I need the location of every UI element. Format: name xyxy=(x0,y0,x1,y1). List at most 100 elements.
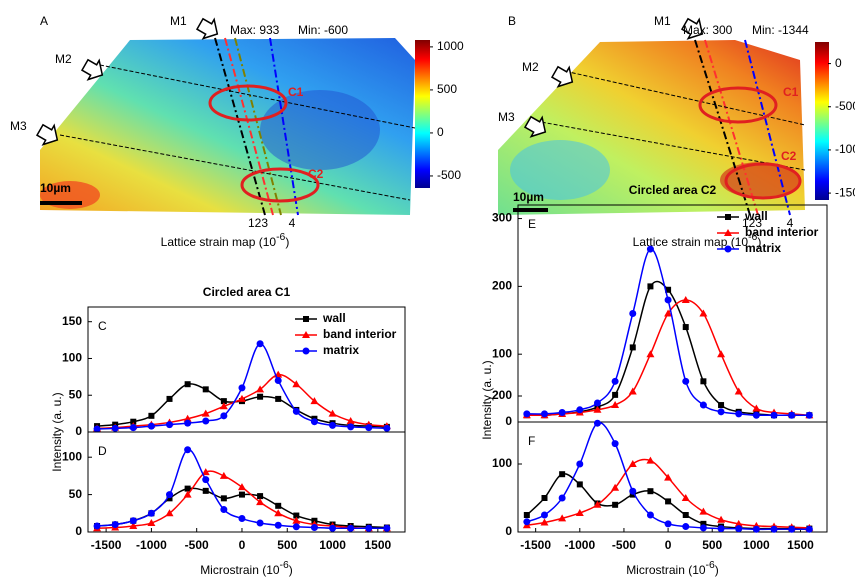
max-value: Max: 300 xyxy=(683,23,733,37)
marker-triangle xyxy=(256,385,265,393)
marker-circle xyxy=(523,410,531,418)
x-tick-label: -1500 xyxy=(91,538,122,552)
x-tick-label: 1000 xyxy=(743,538,770,552)
axis-label: Microstrain (10-6) xyxy=(200,560,293,577)
marker-triangle xyxy=(201,468,210,476)
marker-square xyxy=(665,498,672,505)
marker-circle xyxy=(93,425,101,433)
marker-square xyxy=(523,512,530,518)
marker-circle xyxy=(788,411,796,419)
label-exponent: -6 xyxy=(748,232,757,243)
marker-triangle xyxy=(628,387,637,395)
y-tick-label: 100 xyxy=(62,449,82,463)
label-end: ) xyxy=(289,563,293,577)
marker-square xyxy=(682,324,689,331)
marker-triangle xyxy=(302,331,310,338)
marker-circle xyxy=(310,524,318,532)
marker-label: M2 xyxy=(522,60,539,74)
y-tick-label: 100 xyxy=(492,456,512,470)
marker-arrow xyxy=(680,17,704,40)
panel-label: D xyxy=(98,444,107,458)
marker-square xyxy=(541,495,548,501)
min-value: Min: -1344 xyxy=(752,23,809,37)
marker-circle xyxy=(664,296,672,304)
marker-triangle xyxy=(646,350,655,358)
colorbar-tick-label: -1500 xyxy=(835,185,855,199)
colorbar-tick-label: 0 xyxy=(835,56,842,70)
plot-frame xyxy=(87,306,406,433)
marker-label: M3 xyxy=(10,119,27,133)
marker-circle xyxy=(111,521,119,529)
marker-circle xyxy=(558,409,566,417)
chart-title: Circled area C2 xyxy=(629,183,717,197)
marker-circle xyxy=(540,410,548,418)
marker-square xyxy=(166,395,173,402)
y-tick-label: 200 xyxy=(492,279,512,293)
marker-triangle xyxy=(593,500,602,508)
marker-triangle xyxy=(558,514,567,522)
colorbar-tick-label: -1000 xyxy=(835,142,855,156)
marker-arrow xyxy=(550,65,574,88)
marker-triangle xyxy=(310,397,319,405)
marker-triangle xyxy=(664,473,673,481)
marker-square xyxy=(184,381,191,388)
circle-label: C2 xyxy=(781,149,797,163)
marker-square xyxy=(257,393,264,400)
marker-triangle xyxy=(165,509,174,517)
legend-label: wall xyxy=(322,311,346,325)
marker-triangle xyxy=(129,522,138,530)
label-exponent: -6 xyxy=(280,560,289,571)
axis-label: Lattice strain map (10-6) xyxy=(633,232,762,249)
axis-label: Microstrain (10-6) xyxy=(626,560,719,577)
y-tick-label: 0 xyxy=(75,524,82,538)
circle-label: C1 xyxy=(783,85,799,99)
marker-circle xyxy=(383,424,391,432)
marker-circle xyxy=(664,520,672,528)
marker-square xyxy=(293,512,300,519)
plot-frame xyxy=(87,431,406,533)
marker-arrow xyxy=(195,17,219,40)
label-text: Lattice strain map (10 xyxy=(633,235,749,249)
marker-circle xyxy=(593,399,601,407)
y-tick-label: 50 xyxy=(69,487,83,501)
marker-circle xyxy=(724,245,732,253)
line-number: 4 xyxy=(289,216,296,230)
marker-square xyxy=(725,214,731,220)
marker-circle xyxy=(770,411,778,419)
marker-square xyxy=(576,481,583,488)
legend-label: band interior xyxy=(323,327,397,341)
marker-square xyxy=(184,485,191,492)
x-tick-label: 1500 xyxy=(364,538,391,552)
marker-square xyxy=(303,316,309,322)
marker-triangle xyxy=(328,409,337,417)
marker-square xyxy=(166,495,173,502)
marker-square xyxy=(682,512,689,518)
legend-label: matrix xyxy=(323,343,359,357)
marker-circle xyxy=(147,509,155,517)
marker-triangle xyxy=(237,483,246,491)
colorbar-tick-label: -500 xyxy=(835,99,855,113)
marker-circle xyxy=(558,494,566,502)
y-tick-label: 100 xyxy=(62,351,82,365)
marker-circle xyxy=(220,412,228,420)
marker-circle xyxy=(220,506,228,514)
marker-triangle xyxy=(219,402,228,410)
marker-circle xyxy=(238,515,246,523)
axis-label: Lattice strain map (10-6) xyxy=(161,232,290,249)
line-number: 123 xyxy=(742,216,762,230)
marker-circle xyxy=(302,347,310,355)
marker-triangle xyxy=(611,483,620,491)
marker-circle xyxy=(347,423,355,431)
marker-triangle xyxy=(256,498,265,506)
marker-square xyxy=(612,501,619,508)
marker-square xyxy=(665,286,672,293)
marker-triangle xyxy=(681,494,690,501)
marker-circle xyxy=(383,524,391,532)
legend-label: wall xyxy=(744,209,768,223)
marker-square xyxy=(647,283,654,290)
marker-square xyxy=(275,502,282,509)
marker-circle xyxy=(629,487,637,495)
marker-square xyxy=(148,412,155,419)
marker-circle xyxy=(184,446,192,454)
map-a-image xyxy=(40,37,430,216)
